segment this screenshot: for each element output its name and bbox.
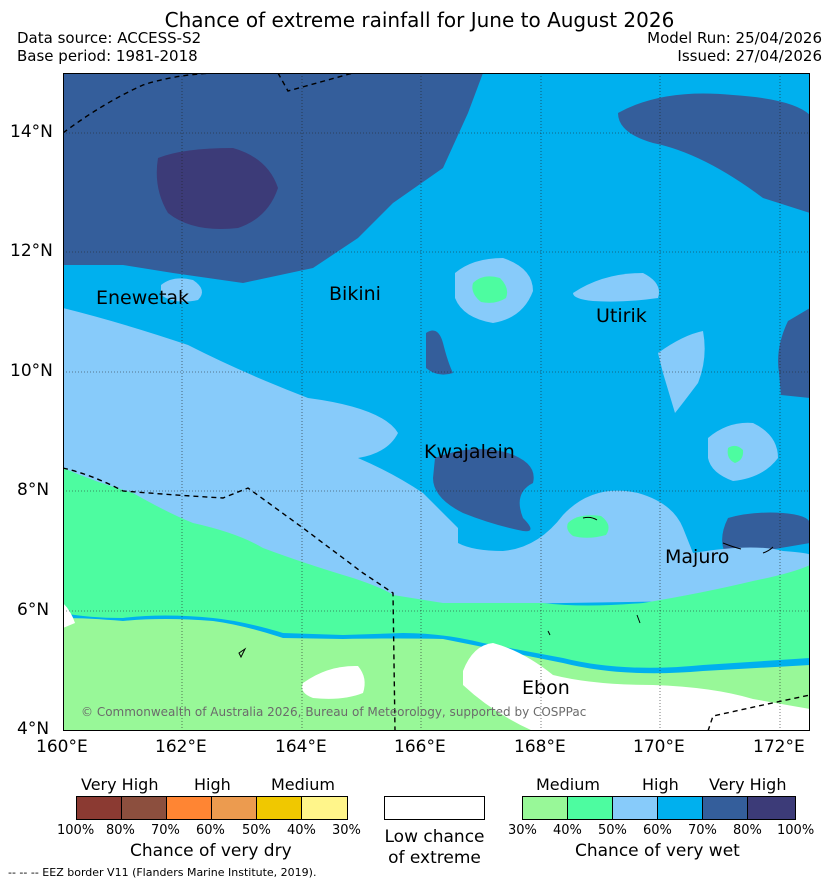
wet-40-region-east — [727, 445, 744, 463]
dry-swatch-3 — [166, 796, 212, 820]
rainfall-map — [63, 73, 810, 731]
wet-swatch-6 — [747, 796, 796, 820]
lat-label-14n: 14°N — [10, 122, 53, 142]
wet-40-region-south — [63, 468, 810, 668]
dry-swatch-6 — [301, 796, 348, 820]
wet-40-region-center — [567, 515, 609, 538]
wet-swatch-3 — [612, 796, 658, 820]
eez-border-lines — [63, 73, 810, 731]
wet-70-region-majuro — [722, 512, 810, 555]
lat-label-8n: 8°N — [17, 480, 50, 500]
low-chance-caption-1: Low chance — [384, 827, 485, 847]
dry-tick-30: 30% — [332, 823, 361, 838]
wet-40-region-north — [472, 276, 508, 303]
dry-caption: Chance of very dry — [130, 841, 292, 861]
model-run-text: Model Run: 25/04/2026 — [647, 29, 822, 47]
wet-swatch-2 — [567, 796, 613, 820]
dry-tick-100: 100% — [57, 823, 95, 838]
place-label-enewetak: Enewetak — [96, 287, 190, 309]
data-source-text: Data source: ACCESS-S2 — [17, 29, 202, 47]
map-frame — [63, 73, 810, 731]
wet-caption: Chance of very wet — [575, 841, 740, 861]
dry-swatch-4 — [211, 796, 257, 820]
wet-tick-50: 50% — [598, 823, 627, 838]
dry-swatch-5 — [256, 796, 302, 820]
dry-swatch-2 — [121, 796, 167, 820]
issued-date-text: Issued: 27/04/2026 — [677, 47, 822, 65]
wet-70-region-kwajalein — [433, 449, 534, 532]
place-label-kwajalein: Kwajalein — [424, 441, 515, 463]
wet-tick-100: 100% — [777, 823, 815, 838]
low-chance-region-2 — [463, 643, 810, 731]
low-chance-region-3 — [63, 603, 75, 628]
low-chance-swatch — [384, 796, 485, 820]
base-period-text: Base period: 1981-2018 — [17, 47, 198, 65]
wet-swatch-5 — [702, 796, 748, 820]
wet-70-region-east — [778, 308, 810, 398]
lon-label-164e: 164°E — [275, 737, 327, 757]
wet-50-region-westsmall — [161, 278, 202, 302]
wet-tick-30: 30% — [508, 823, 537, 838]
copyright-text: © Commonwealth of Australia 2026, Bureau… — [81, 705, 587, 719]
dry-tick-70: 70% — [151, 823, 180, 838]
wet-tick-70: 70% — [688, 823, 717, 838]
wet-tick-80: 80% — [733, 823, 762, 838]
dry-tick-60: 60% — [196, 823, 225, 838]
wet-50-region-utirik — [573, 273, 659, 302]
dry-swatch-1 — [76, 796, 122, 820]
island-outlines — [238, 516, 774, 659]
low-chance-region-1 — [302, 665, 365, 699]
place-label-ebon: Ebon — [522, 677, 570, 699]
place-label-utirik: Utirik — [596, 305, 647, 327]
dry-tick-40: 40% — [287, 823, 316, 838]
eez-border-note: -- -- -- EEZ border V11 (Flanders Marine… — [8, 866, 317, 879]
wet-50-region-west — [63, 308, 810, 606]
lon-label-170e: 170°E — [633, 737, 685, 757]
wet-header-high: High — [642, 775, 679, 794]
wet-swatch-4 — [657, 796, 703, 820]
wet-tick-60: 60% — [643, 823, 672, 838]
dry-tick-50: 50% — [242, 823, 271, 838]
lon-label-168e: 168°E — [514, 737, 566, 757]
lat-label-4n: 4°N — [17, 719, 50, 739]
lat-label-10n: 10°N — [10, 361, 53, 381]
wet-80-region — [156, 148, 278, 229]
lat-label-12n: 12°N — [10, 241, 53, 261]
dry-header-high: High — [194, 775, 231, 794]
lon-label-172e: 172°E — [753, 737, 805, 757]
wet-70-region-northeast — [618, 93, 810, 213]
lon-label-166e: 166°E — [394, 737, 446, 757]
lat-label-6n: 6°N — [17, 600, 50, 620]
dry-header-medium: Medium — [271, 775, 335, 794]
wet-tick-40: 40% — [553, 823, 582, 838]
dry-header-very-high: Very High — [81, 775, 159, 794]
wet-70-region-small — [426, 330, 453, 375]
lon-label-160e: 160°E — [36, 737, 88, 757]
low-chance-caption-2: of extreme — [388, 848, 481, 868]
wet-swatch-1 — [522, 796, 568, 820]
lon-label-162e: 162°E — [155, 737, 207, 757]
dry-tick-80: 80% — [106, 823, 135, 838]
wet-header-very-high: Very High — [709, 775, 787, 794]
place-label-majuro: Majuro — [665, 546, 730, 568]
place-label-bikini: Bikini — [329, 283, 381, 305]
wet-header-medium: Medium — [536, 775, 600, 794]
map-title: Chance of extreme rainfall for June to A… — [164, 8, 675, 32]
